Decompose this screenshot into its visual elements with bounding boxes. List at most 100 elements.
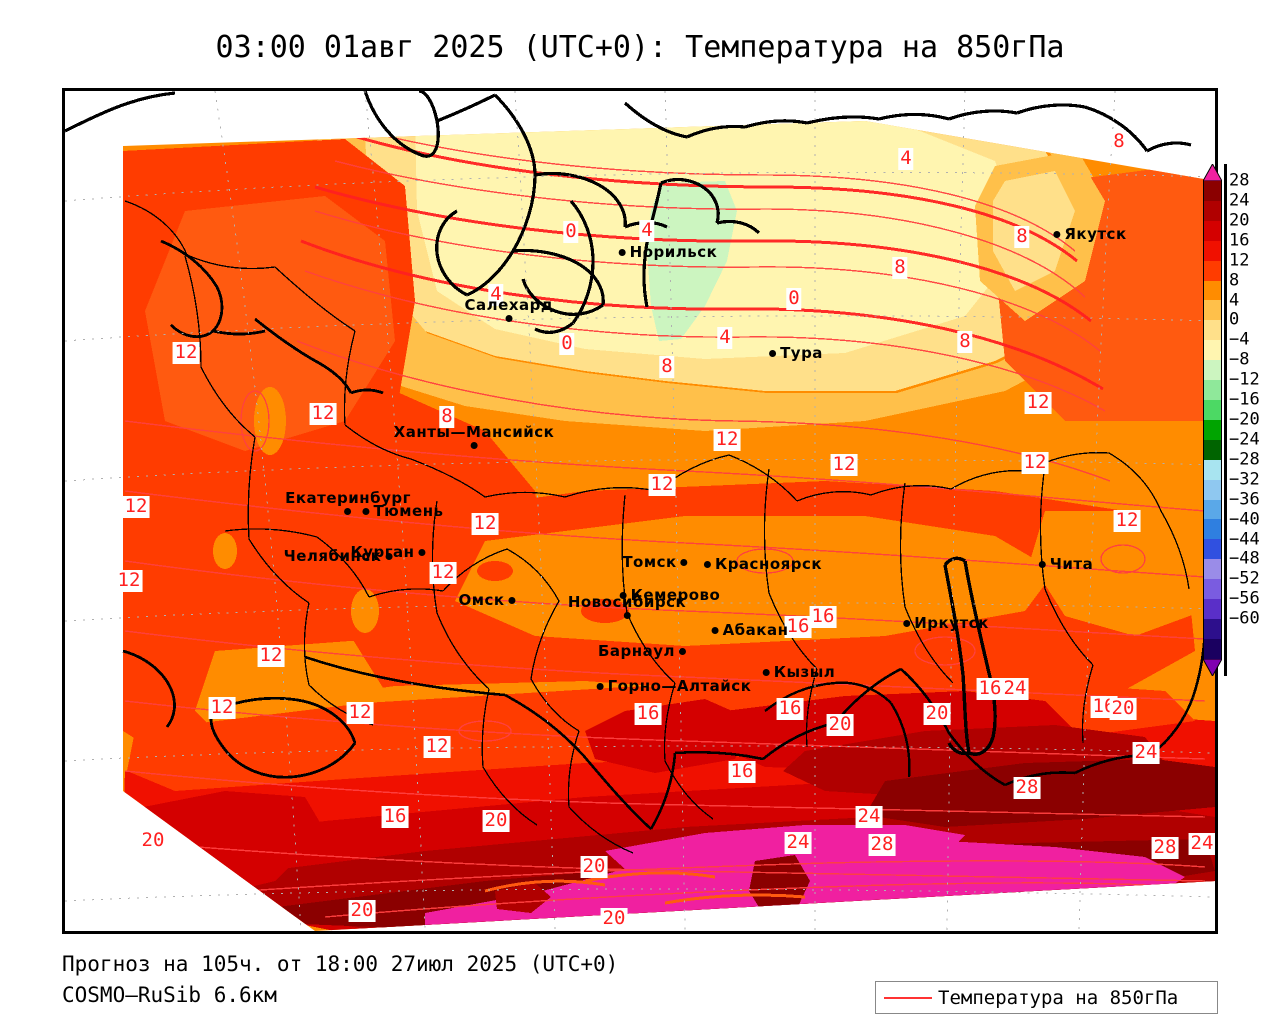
contour-label: 20	[139, 829, 167, 852]
colorbar-tick-label: −52	[1229, 568, 1260, 589]
page-title: 03:00 01авг 2025 (UTC+0): Температура на…	[215, 30, 1065, 65]
colorbar-cell	[1203, 260, 1222, 281]
city-marker: Тюмень	[362, 502, 443, 520]
contour-label: 4	[488, 283, 504, 306]
contour-label: 16	[784, 615, 812, 638]
contour-label: 28	[1013, 776, 1041, 799]
coastlines-and-borders	[65, 91, 1207, 854]
contour-label: 12	[122, 495, 150, 518]
city-label: Норильск	[629, 243, 718, 261]
colorbar-cell	[1203, 320, 1222, 341]
city-label: Салехард	[464, 296, 554, 314]
colorbar-cell	[1203, 280, 1222, 301]
city-dot-icon	[505, 315, 513, 322]
city-label: Чита	[1049, 555, 1094, 573]
city-dot-icon	[762, 668, 770, 676]
contour-label: 20	[923, 702, 951, 725]
contour-label: 28	[868, 833, 896, 856]
contour-label: 24	[1001, 677, 1029, 700]
city-marker: Ханты—Мансийск	[394, 423, 555, 449]
contour-label: 12	[257, 644, 285, 667]
contour-label: 8	[892, 256, 908, 279]
city-dot-icon	[508, 596, 516, 604]
city-dot-icon	[679, 647, 687, 655]
contour-label: 20	[826, 713, 854, 736]
legend-label: Температура на 850гПа	[938, 986, 1179, 1009]
colorbar-tick-label: −4	[1229, 329, 1250, 350]
colorbar-cell	[1203, 360, 1222, 381]
colorbar-tick-label: −8	[1229, 349, 1250, 370]
city-label: Абакан	[722, 621, 789, 639]
contour-label: 12	[208, 696, 236, 719]
city-label: Челябинск	[283, 547, 382, 565]
city-marker: Барнаул	[598, 642, 687, 660]
map-legend: Температура на 850гПа	[875, 981, 1218, 1014]
city-label: Якутск	[1064, 225, 1127, 243]
colorbar-cell	[1203, 479, 1222, 500]
contour-label: 0	[786, 287, 802, 310]
city-dot-icon	[619, 591, 627, 599]
contour-label: 24	[1132, 741, 1160, 764]
city-dot-icon	[623, 612, 631, 619]
contour-label: 12	[1024, 391, 1052, 414]
temperature-field	[123, 121, 1215, 931]
city-marker: Якутск	[1053, 225, 1126, 243]
contour-label: 12	[1113, 509, 1141, 532]
city-dot-icon	[903, 619, 911, 627]
legend-line-swatch	[884, 996, 932, 999]
colorbar-tick-label: 28	[1229, 170, 1250, 191]
contour-label: 16	[634, 702, 662, 725]
colorbar-tick-label: 24	[1229, 190, 1250, 211]
colorbar-cell	[1203, 638, 1222, 659]
colorbar[interactable]	[1203, 164, 1222, 676]
contour-label: 12	[713, 428, 741, 451]
city-dot-icon	[470, 442, 478, 449]
city-label: Томск	[622, 553, 677, 571]
city-label: Горно—Алтайск	[607, 677, 752, 695]
colorbar-cell	[1203, 419, 1222, 440]
contour-label: 16	[976, 677, 1004, 700]
contour-label: 4	[639, 219, 655, 242]
city-label: Ханты—Мансийск	[393, 423, 555, 441]
colorbar-axis-line	[1224, 164, 1227, 676]
colorbar-cell	[1203, 220, 1222, 241]
city-marker: Курган	[350, 543, 426, 561]
colorbar-cell	[1203, 439, 1222, 460]
city-marker: Томск	[622, 553, 688, 571]
city-marker: Новосибирск	[568, 593, 686, 619]
city-dot-icon	[344, 508, 352, 515]
contour-label: 12	[346, 701, 374, 724]
colorbar-cell	[1203, 559, 1222, 580]
contour-label: 12	[429, 561, 457, 584]
colorbar-tick-label: −24	[1229, 429, 1260, 450]
city-marker: Екатеринбург	[285, 489, 411, 515]
colorbar-tick-label: 20	[1229, 210, 1250, 231]
contour-label: 8	[1014, 225, 1030, 248]
colorbar-tick-label: 8	[1229, 270, 1240, 291]
city-marker: Кызыл	[762, 663, 836, 681]
contour-label: 20	[348, 899, 376, 922]
contour-label: 12	[423, 735, 451, 758]
contour-label: 24	[1188, 832, 1215, 855]
colorbar-tick-labels: 28 24 20 16 12 8 4 0 −4 −8 −12 −16 −20 −24 −28 −32 −36 −4…	[1229, 164, 1279, 676]
colorbar-cell	[1203, 519, 1222, 540]
colorbar-tick-label: −12	[1229, 369, 1260, 390]
colorbar-cell	[1203, 399, 1222, 420]
contour-label: 0	[563, 220, 579, 243]
city-label: Омск	[458, 591, 505, 609]
colorbar-tick-label: −60	[1229, 608, 1260, 629]
contour-label: 16	[728, 760, 756, 783]
city-dot-icon	[596, 682, 604, 690]
colorbar-tick-label: −20	[1229, 409, 1260, 430]
city-marker: Салехард	[465, 296, 554, 322]
contour-label: 12	[648, 473, 676, 496]
city-dot-icon	[769, 349, 777, 357]
contour-label: 4	[898, 147, 914, 170]
temperature-map-canvas	[65, 91, 1215, 931]
contour-label: 16	[381, 805, 409, 828]
colorbar-cell	[1203, 499, 1222, 520]
map-panel[interactable]: 12 12 12 12 12 12 12 12 12 12 12 12 12 12 12 12 8 8 8 8 8 8 4 4…	[62, 88, 1218, 934]
contour-label: 8	[439, 405, 455, 428]
city-marker: Норильск	[618, 243, 718, 261]
contour-label: 8	[659, 355, 675, 378]
